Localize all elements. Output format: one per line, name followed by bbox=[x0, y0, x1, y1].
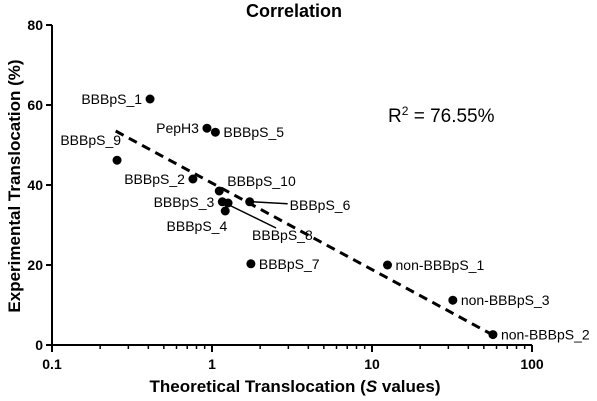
x-tick-label: 0.1 bbox=[42, 356, 62, 372]
r-squared-superscript: 2 bbox=[402, 104, 409, 118]
point-label-bbbps-9: BBBpS_9 bbox=[60, 132, 121, 148]
leader-line-bbbps-6 bbox=[253, 201, 288, 205]
y-tick-label: 60 bbox=[27, 97, 43, 113]
data-point-non-bbbps-1 bbox=[383, 260, 393, 270]
x-tick-label: 10 bbox=[364, 356, 380, 372]
x-tick-label: 1 bbox=[208, 356, 216, 372]
data-points: BBBpS_1 PepH3 BBBpS_5 BBBpS_9 BBBpS_2 BBBpS_1… bbox=[60, 91, 590, 343]
data-point-bbbps-4 bbox=[220, 206, 230, 216]
leader-line-bbbps-8 bbox=[230, 205, 277, 229]
data-point-bbbps-1 bbox=[145, 94, 155, 104]
x-tick-label: 100 bbox=[520, 356, 544, 372]
data-point-peph3 bbox=[202, 123, 212, 133]
y-tick-label: 0 bbox=[35, 337, 43, 353]
x-axis-title-italic: S bbox=[366, 377, 378, 396]
point-label-bbbps-2: BBBpS_2 bbox=[124, 171, 185, 187]
point-label-bbbps-4: BBBpS_4 bbox=[167, 218, 228, 234]
data-point-bbbps-9 bbox=[112, 155, 122, 165]
data-point-bbbps-5 bbox=[210, 127, 220, 137]
y-tick-label: 40 bbox=[27, 177, 43, 193]
point-label-bbbps-6: BBBpS_6 bbox=[290, 197, 351, 213]
trendline-group bbox=[114, 129, 494, 337]
point-label-peph3: PepH3 bbox=[156, 120, 199, 136]
x-axis-title-prefix: Theoretical Translocation ( bbox=[150, 377, 367, 396]
x-axis-title-suffix: values) bbox=[377, 377, 440, 396]
y-axis-title: Experimental Translocation (%) bbox=[5, 59, 24, 312]
data-point-non-bbbps-3 bbox=[448, 295, 458, 305]
r-squared-prefix: R bbox=[388, 106, 402, 127]
point-label-bbbps-10: BBBpS_10 bbox=[227, 173, 296, 189]
point-label-bbbps-8: BBBpS_8 bbox=[252, 227, 313, 243]
point-label-bbbps-3: BBBpS_3 bbox=[154, 194, 215, 210]
data-point-bbbps-7 bbox=[246, 259, 256, 269]
r-squared-value: = 76.55% bbox=[408, 106, 494, 127]
data-point-non-bbbps-2 bbox=[488, 330, 498, 340]
axes: 0 20 40 60 80 0.1 1 10 100 bbox=[27, 17, 543, 372]
y-tick-label: 80 bbox=[27, 17, 43, 33]
y-tick-label: 20 bbox=[27, 257, 43, 273]
point-label-bbbps-7: BBBpS_7 bbox=[259, 256, 320, 272]
x-axis-title: Theoretical Translocation (S values) bbox=[150, 377, 441, 396]
data-point-bbbps-6 bbox=[245, 197, 255, 207]
data-point-bbbps-10 bbox=[214, 186, 224, 196]
trendline bbox=[114, 129, 494, 337]
point-label-non-bbbps-1: non-BBBpS_1 bbox=[396, 257, 485, 273]
chart-title: Correlation bbox=[246, 1, 342, 21]
data-point-bbbps-8 bbox=[223, 198, 233, 208]
point-label-bbbps-1: BBBpS_1 bbox=[81, 91, 142, 107]
r-squared-annotation: R2 = 76.55% bbox=[388, 104, 495, 127]
point-label-non-bbbps-3: non-BBBpS_3 bbox=[461, 292, 550, 308]
data-point-bbbps-2 bbox=[188, 174, 198, 184]
point-label-non-bbbps-2: non-BBBpS_2 bbox=[501, 327, 590, 343]
point-label-bbbps-5: BBBpS_5 bbox=[223, 124, 284, 140]
